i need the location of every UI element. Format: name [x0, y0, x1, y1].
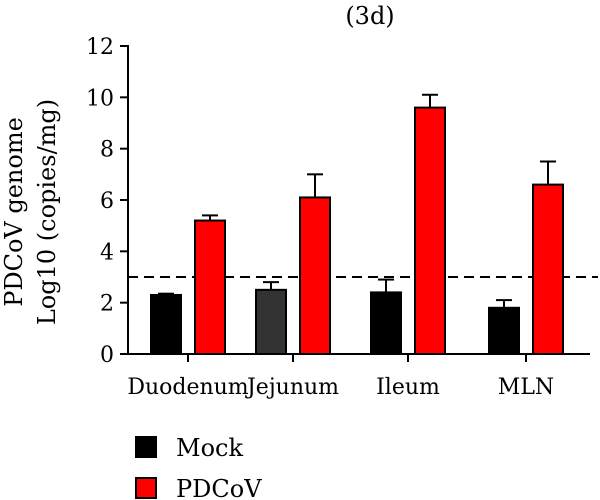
legend-label-mock: Mock	[176, 434, 243, 462]
y-tick-label: 12	[86, 35, 114, 60]
y-tick-label: 8	[100, 138, 114, 163]
bar-mock-ileum	[370, 291, 402, 355]
x-tick-label-jejunum: Jejunum	[245, 375, 339, 400]
y-tick-label: 2	[100, 292, 114, 317]
x-tick-label-mln: MLN	[498, 375, 554, 400]
bar-pdcov-ileum	[414, 106, 446, 355]
legend: Mock PDCoV	[135, 434, 262, 500]
y-tick-label: 0	[100, 343, 114, 368]
y-tick-label: 4	[100, 240, 114, 265]
y-tick-label: 10	[86, 86, 114, 111]
x-tick-label-ileum: Ileum	[376, 375, 440, 400]
bar-mock-jejunum	[255, 288, 287, 356]
y-axis-label-line-1: PDCoV genome	[0, 117, 28, 307]
y-tick-label: 6	[100, 189, 114, 214]
bar-mock-duodenum	[150, 293, 182, 356]
x-tick-label-duodenum: Duodenum	[127, 375, 248, 400]
bar-mock-mln	[488, 306, 520, 355]
legend-swatch-pdcov	[135, 477, 157, 499]
legend-label-pdcov: PDCoV	[176, 475, 262, 500]
y-axis-label-line-2: Log10 (copies/mg)	[33, 99, 61, 325]
chart-title: (3d)	[345, 2, 394, 30]
bar-pdcov-duodenum	[194, 219, 226, 355]
legend-swatch-mock	[135, 436, 157, 458]
bar-pdcov-jejunum	[299, 196, 331, 355]
bar-pdcov-mln	[532, 183, 564, 355]
